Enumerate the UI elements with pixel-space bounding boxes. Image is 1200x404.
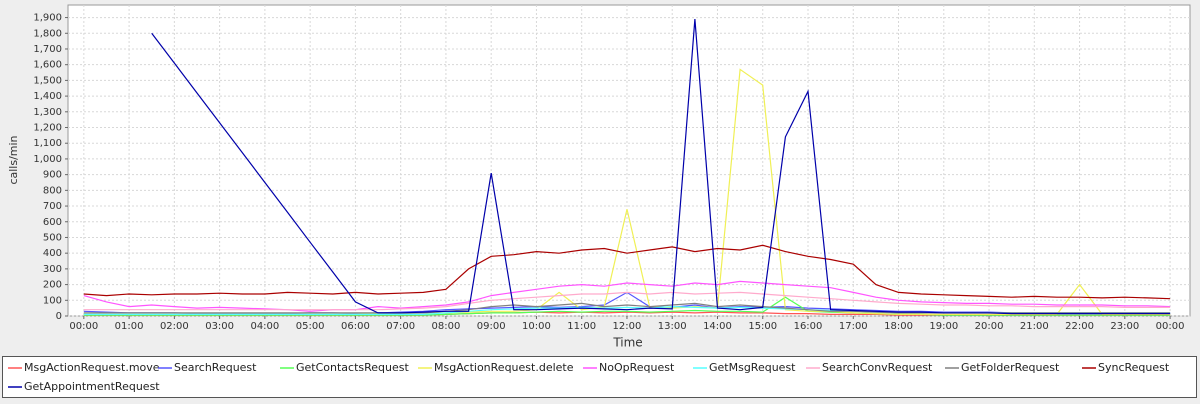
y-tick-label: 600 xyxy=(43,217,62,228)
series-line xyxy=(83,296,1171,316)
y-tick-label: 300 xyxy=(43,264,62,275)
x-tick-label: 20:00 xyxy=(975,321,1004,332)
legend-label: NoOpRequest xyxy=(599,361,675,374)
y-tick-label: 700 xyxy=(43,201,62,212)
x-tick-label: 05:00 xyxy=(296,321,325,332)
y-tick-label: 1,900 xyxy=(33,13,62,24)
series-line xyxy=(83,291,1171,311)
series-line xyxy=(83,244,1171,300)
x-tick-label: 06:00 xyxy=(341,321,370,332)
x-tick-label: 14:00 xyxy=(703,321,732,332)
x-tick-label: 15:00 xyxy=(748,321,777,332)
x-tick-label: 10:00 xyxy=(522,321,551,332)
x-tick-label: 03:00 xyxy=(205,321,234,332)
x-tick-label: 18:00 xyxy=(884,321,913,332)
y-tick-label: 1,700 xyxy=(33,44,62,55)
legend-label: GetAppointmentRequest xyxy=(24,380,160,393)
y-tick-label: 1,500 xyxy=(33,75,62,86)
x-tick-label: 12:00 xyxy=(613,321,642,332)
series-line xyxy=(83,280,1171,312)
x-tick-label: 21:00 xyxy=(1020,321,1049,332)
x-tick-label: 00:00 xyxy=(1156,321,1185,332)
x-tick-label: 00:00 xyxy=(69,321,98,332)
x-tick-label: 01:00 xyxy=(115,321,144,332)
legend-label: GetFolderRequest xyxy=(961,361,1060,374)
y-tick-label: 100 xyxy=(43,295,62,306)
legend-label: SearchConvRequest xyxy=(822,361,933,374)
legend-label: SyncRequest xyxy=(1098,361,1170,374)
x-tick-label: 04:00 xyxy=(250,321,279,332)
series-line xyxy=(151,19,1171,315)
legend-label: MsgActionRequest.delete xyxy=(434,361,574,374)
x-axis-label: Time xyxy=(612,336,642,350)
y-tick-label: 1,200 xyxy=(33,123,62,134)
x-tick-label: 08:00 xyxy=(432,321,461,332)
legend-label: MsgActionRequest.move xyxy=(24,361,160,374)
y-tick-label: 200 xyxy=(43,280,62,291)
y-tick-label: 400 xyxy=(43,248,62,259)
y-tick-label: 1,400 xyxy=(33,91,62,102)
legend xyxy=(2,356,1197,398)
y-tick-label: 500 xyxy=(43,232,62,243)
y-tick-label: 900 xyxy=(43,170,62,181)
x-tick-label: 17:00 xyxy=(839,321,868,332)
x-tick-label: 09:00 xyxy=(477,321,506,332)
legend-label: GetMsgRequest xyxy=(709,361,796,374)
y-tick-label: 1,300 xyxy=(33,107,62,118)
x-tick-label: 11:00 xyxy=(567,321,596,332)
x-tick-label: 02:00 xyxy=(160,321,189,332)
y-tick-label: 1,800 xyxy=(33,28,62,39)
y-tick-label: 1,100 xyxy=(33,138,62,149)
x-tick-label: 23:00 xyxy=(1110,321,1139,332)
y-tick-label: 0 xyxy=(56,311,62,322)
y-tick-label: 1,000 xyxy=(33,154,62,165)
legend-label: SearchRequest xyxy=(174,361,257,374)
x-tick-label: 19:00 xyxy=(929,321,958,332)
x-tick-label: 16:00 xyxy=(794,321,823,332)
plot-area xyxy=(67,4,1191,317)
x-tick-label: 07:00 xyxy=(386,321,415,332)
x-tick-label: 22:00 xyxy=(1065,321,1094,332)
legend-label: GetContactsRequest xyxy=(296,361,410,374)
y-tick-label: 1,600 xyxy=(33,60,62,71)
x-tick-label: 13:00 xyxy=(658,321,687,332)
y-axis-label: calls/min xyxy=(7,135,20,184)
y-tick-label: 800 xyxy=(43,185,62,196)
